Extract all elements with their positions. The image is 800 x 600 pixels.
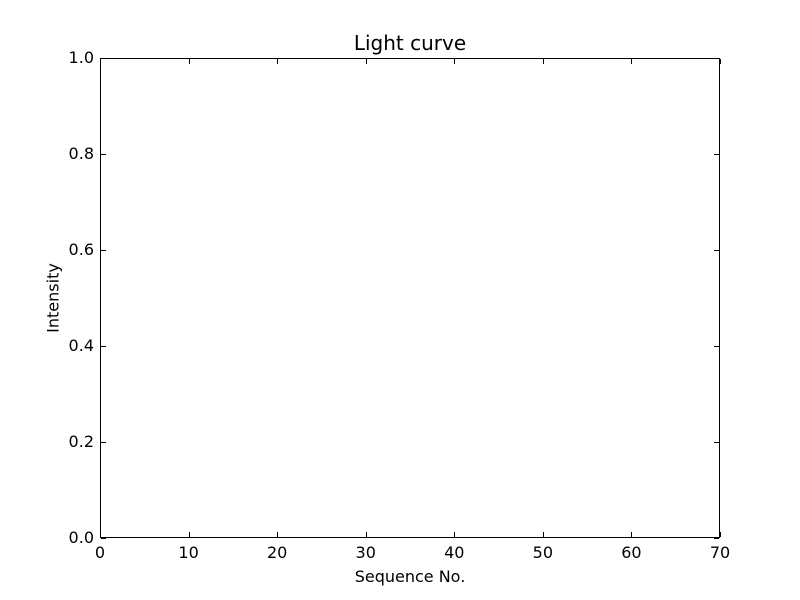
x-tick-top [542, 59, 544, 64]
x-tick-label: 70 [709, 543, 731, 562]
y-tick [101, 442, 106, 443]
y-tick [101, 58, 106, 59]
x-tick-label: 50 [532, 543, 554, 562]
y-tick-right [714, 442, 719, 443]
y-tick-right [714, 538, 719, 539]
x-tick-label: 60 [621, 543, 642, 562]
y-tick-right [714, 250, 719, 251]
x-tick-top [454, 59, 456, 64]
x-tick-top [100, 59, 101, 64]
x-tick-label: 10 [178, 543, 199, 562]
y-tick-right [714, 346, 719, 347]
x-tick-label: 30 [355, 543, 376, 562]
x-tick-top [631, 59, 633, 64]
y-tick [101, 154, 106, 155]
y-tick-right [714, 58, 719, 59]
y-tick-label: 0.6 [68, 240, 94, 259]
x-tick-label: 40 [444, 543, 465, 562]
y-tick-label: 0.2 [68, 432, 94, 451]
x-tick [365, 532, 367, 537]
chart-title: Light curve [353, 31, 467, 55]
x-tick-label: 0 [94, 543, 106, 562]
x-tick [542, 532, 544, 537]
y-tick-label: 1.0 [68, 48, 94, 67]
plot-area [100, 58, 720, 538]
y-tick [101, 346, 106, 347]
x-tick-top [720, 59, 721, 64]
y-tick-label: 0.4 [68, 336, 94, 355]
y-tick [101, 538, 106, 539]
x-tick [631, 532, 633, 537]
y-axis-label: Intensity [43, 263, 63, 333]
y-tick-label: 0.0 [68, 528, 94, 547]
x-tick-label: 20 [266, 543, 288, 562]
x-tick [454, 532, 456, 537]
x-tick [100, 532, 101, 537]
x-tick-top [188, 59, 190, 64]
x-tick [277, 532, 279, 537]
y-tick [101, 250, 106, 251]
y-tick-right [714, 154, 719, 155]
y-tick-label: 0.8 [68, 144, 94, 163]
x-tick [720, 532, 721, 537]
x-tick-top [277, 59, 279, 64]
x-tick-top [365, 59, 367, 64]
x-axis-label: Sequence No. [354, 567, 466, 586]
x-tick [188, 532, 190, 537]
